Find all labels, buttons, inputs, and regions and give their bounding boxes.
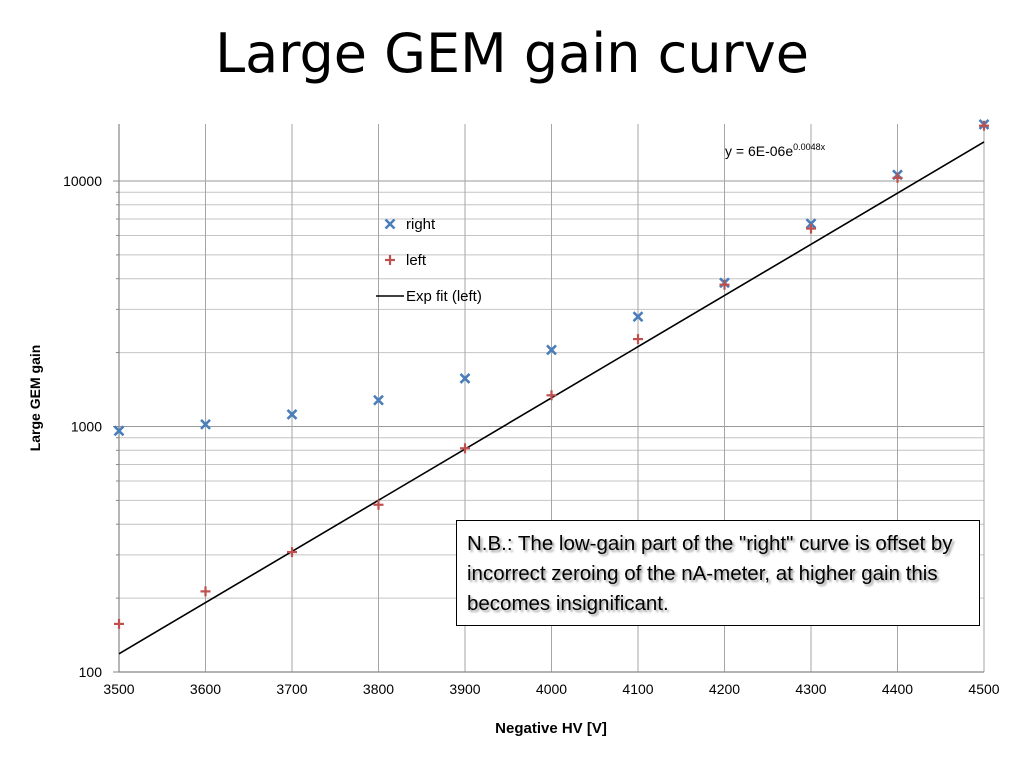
y-tick-label: 10000 (63, 173, 102, 189)
point-left (806, 223, 816, 234)
marker-stroke (373, 394, 384, 406)
point-left (373, 499, 384, 510)
fit-equation: y = 6E-06e0.0048x (725, 142, 826, 159)
point-right (113, 425, 125, 437)
x-tick-label: 3900 (449, 681, 480, 697)
data-marks (113, 119, 990, 629)
marker-stroke (286, 408, 298, 420)
point-left (460, 443, 470, 454)
x-tick-label: 4200 (709, 681, 740, 697)
point-left (200, 586, 211, 597)
x-tick-label: 4300 (795, 681, 826, 697)
y-tick-label: 100 (79, 664, 103, 680)
x-tick-label: 3600 (190, 681, 221, 697)
point-left (892, 172, 903, 183)
point-right (200, 418, 211, 430)
note-box: N.B.: The low-gain part of the "right" c… (456, 520, 980, 626)
x-tick-label: 4400 (882, 681, 913, 697)
x-axis-label: Negative HV [V] (495, 720, 607, 737)
legend-marker-right (384, 218, 396, 230)
marker-stroke (459, 372, 471, 384)
x-tick-label: 4000 (536, 681, 567, 697)
x-tick-label: 4500 (968, 681, 999, 697)
point-left (633, 334, 643, 345)
point-right (459, 372, 471, 384)
x-tick-label: 3700 (276, 681, 307, 697)
fit-equation-base: y = 6E-06e (725, 143, 793, 159)
marker-stroke (546, 344, 557, 356)
point-right (632, 311, 644, 323)
point-left (114, 618, 124, 629)
point-left (979, 120, 989, 131)
point-right (286, 408, 298, 420)
tick-labels: 3500 3600 3700 3800 3900 4000 4100 4200 4300 4400… (63, 173, 1000, 697)
x-tick-label: 3800 (363, 681, 394, 697)
legend-label-right: right (406, 216, 436, 233)
legend: right left Exp fit (left) (376, 216, 482, 305)
y-axis-label: Large GEM gain (27, 345, 43, 452)
legend-marker-left (385, 255, 395, 265)
marker-stroke (113, 425, 125, 437)
y-tick-label: 1000 (71, 419, 102, 435)
point-left (287, 547, 297, 558)
x-tick-label: 3500 (103, 681, 134, 697)
fit-equation-exponent: 0.0048x (793, 142, 826, 152)
slide-title: Large GEM gain curve (215, 22, 809, 85)
marker-stroke (384, 218, 396, 230)
point-right (373, 394, 384, 406)
point-left (546, 390, 557, 401)
x-tick-label: 4100 (622, 681, 653, 697)
legend-label-left: left (406, 252, 427, 269)
marker-stroke (200, 418, 211, 430)
point-right (546, 344, 557, 356)
legend-label-fit: Exp fit (left) (406, 288, 482, 305)
axes (113, 124, 984, 673)
point-left (719, 279, 730, 290)
marker-stroke (632, 311, 644, 323)
